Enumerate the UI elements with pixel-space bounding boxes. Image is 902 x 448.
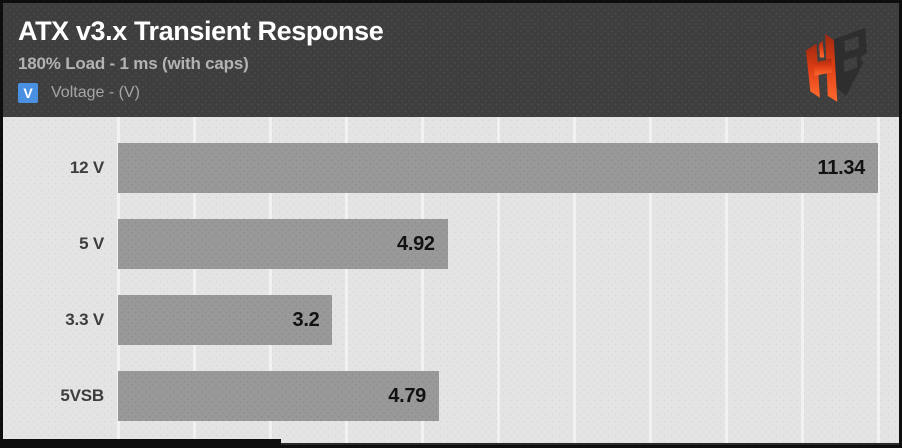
bar-row: 3.3 V 3.2 — [3, 295, 899, 345]
gridline — [421, 117, 424, 445]
chart-subtitle: 180% Load - 1 ms (with caps) — [18, 54, 249, 74]
category-label: 12 V — [69, 158, 104, 177]
bar: 3.2 — [118, 295, 332, 345]
hwbusters-logo-icon — [805, 27, 867, 102]
bar-track: 4.92 — [118, 219, 878, 269]
plot-area: 12 V 11.34 5 V 4.92 3.3 V 3.2 5VSB 4.79 — [3, 117, 899, 445]
bar-track: 11.34 — [118, 143, 878, 193]
gridline — [117, 117, 120, 445]
bar-row: 5VSB 4.79 — [3, 371, 899, 421]
gridlines — [117, 117, 880, 445]
progress-track[interactable] — [3, 443, 899, 445]
gridline — [269, 117, 272, 445]
bar-row: 5 V 4.92 — [3, 219, 899, 269]
bar: 4.79 — [118, 371, 439, 421]
bar-value-label: 4.92 — [397, 232, 435, 255]
progress-played[interactable] — [3, 439, 281, 445]
legend-label: Voltage - (V) — [51, 84, 140, 102]
gridline — [497, 117, 500, 445]
chart-rows: 12 V 11.34 5 V 4.92 3.3 V 3.2 5VSB 4.79 — [3, 117, 899, 445]
gridline — [725, 117, 728, 445]
gridline — [649, 117, 652, 445]
gridline — [345, 117, 348, 445]
chart-header: ATX v3.x Transient Response 180% Load - … — [3, 3, 899, 117]
bar-row: 12 V 11.34 — [3, 143, 899, 193]
gridline — [877, 117, 880, 445]
bar-track: 3.2 — [118, 295, 878, 345]
category-label: 3.3 V — [65, 310, 104, 329]
category-label: 5 V — [79, 234, 104, 253]
gridline — [193, 117, 196, 445]
bar: 11.34 — [118, 143, 878, 193]
category-label: 5VSB — [60, 386, 104, 405]
legend-item-voltage[interactable]: V Voltage - (V) — [18, 83, 140, 104]
gridline — [573, 117, 576, 445]
bar-track: 4.79 — [118, 371, 878, 421]
chart-title: ATX v3.x Transient Response — [18, 16, 384, 46]
bar-value-label: 3.2 — [292, 308, 320, 331]
bar: 4.92 — [118, 219, 448, 269]
legend-marker-icon: V — [18, 83, 38, 104]
chart-legend: V Voltage - (V) — [18, 83, 881, 104]
bar-value-label: 4.79 — [388, 384, 427, 407]
gridline — [801, 117, 804, 445]
bar-value-label: 11.34 — [817, 156, 866, 179]
